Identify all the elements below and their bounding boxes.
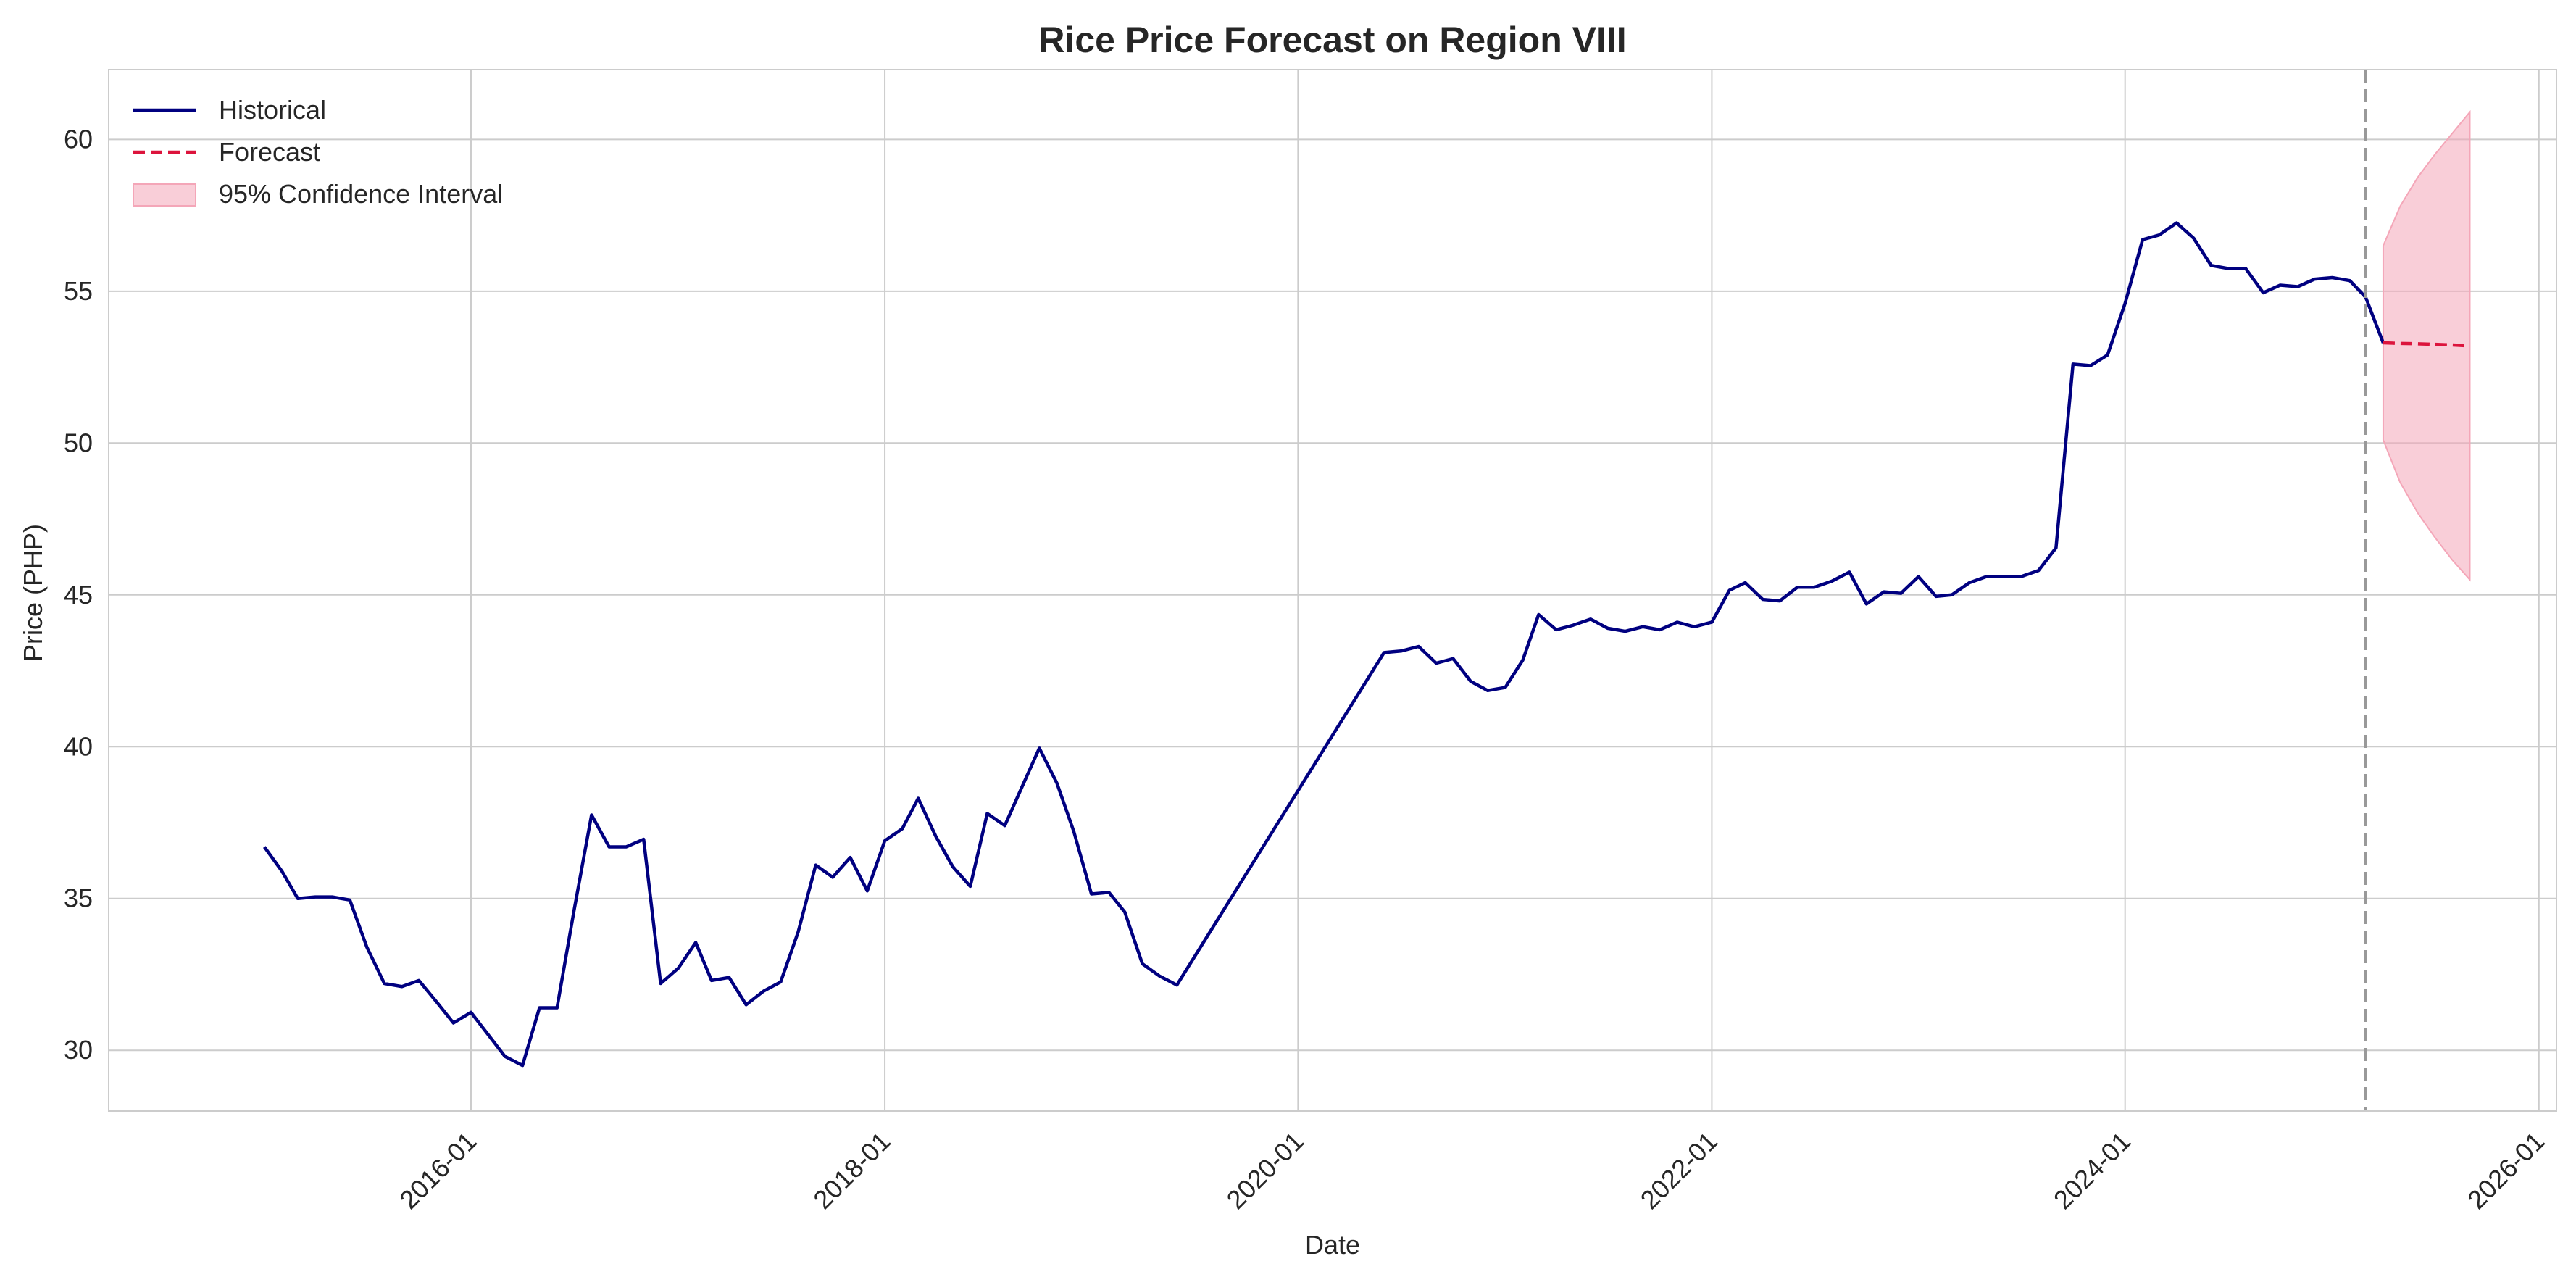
chart-title: Rice Price Forecast on Region VIII	[1038, 20, 1626, 60]
grid-lines	[109, 70, 2556, 1111]
legend-swatch	[133, 183, 196, 207]
y-tick-label: 60	[64, 124, 93, 154]
legend-label: Forecast	[219, 137, 320, 167]
legend-label: 95% Confidence Interval	[219, 179, 503, 209]
confidence-band-layer	[2382, 109, 2471, 582]
plot-frame	[108, 69, 2557, 1112]
x-axis-label: Date	[1305, 1230, 1360, 1260]
y-tick-label: 30	[64, 1035, 93, 1065]
forecast-line	[2383, 341, 2470, 348]
legend-item-confidence: 95% Confidence Interval	[133, 179, 503, 209]
y-tick-label: 40	[64, 731, 93, 761]
legend-item-historical: Historical	[133, 95, 326, 125]
confidence-interval-band	[2382, 109, 2471, 582]
y-tick-label: 50	[64, 428, 93, 457]
legend-label: Historical	[219, 95, 326, 125]
series-lines-layer	[263, 221, 2470, 1068]
legend: Historical Forecast 95% Confidence Interva…	[133, 95, 503, 209]
y-tick-label: 35	[64, 883, 93, 913]
y-tick-label: 55	[64, 276, 93, 306]
historical-line	[263, 221, 2385, 1068]
y-axis-label: Price (PHP)	[18, 524, 48, 662]
legend-item-forecast: Forecast	[133, 137, 320, 167]
y-tick-label: 45	[64, 580, 93, 610]
